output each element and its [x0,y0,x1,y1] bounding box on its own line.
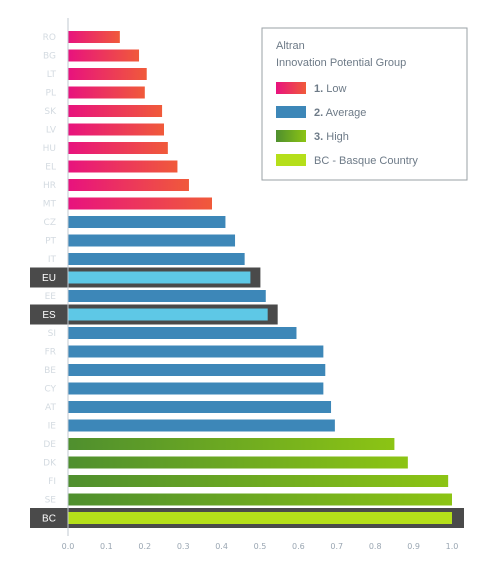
category-label-fi: FI [48,477,56,487]
x-tick-label: 1.0 [446,542,459,551]
x-axis-ticks: 0.0 0.1 0.2 0.3 0.4 0.5 0.6 0.7 0.8 0.9 1.0 [62,542,459,551]
x-tick-label: 0.6 [292,542,305,551]
category-label-hu: HU [43,144,56,154]
x-tick-label: 0.8 [369,542,382,551]
bar-se [68,493,452,506]
highlight-label-bc: BC [42,514,56,525]
x-tick-label: 0.1 [100,542,113,551]
category-label-sk: SK [44,107,57,117]
legend-text: BC - Basque Country [314,155,418,167]
legend-title-line2: Innovation Potential Group [276,57,406,69]
bar-de [68,438,395,450]
highlight-label-eu: EU [42,273,56,284]
category-label-cz: CZ [44,218,56,228]
category-label-de: DE [43,440,56,450]
legend-title-line1: Altran [276,40,305,52]
legend-label-average: 2. Average [314,107,366,119]
bar-hr [68,179,189,191]
bar-pt [68,234,236,247]
legend-number: 3. [314,131,323,143]
bar-fr [68,345,324,358]
category-label-si: SI [48,329,56,339]
category-label-ee: EE [45,292,57,302]
legend-text: Low [323,83,346,95]
bar-lv [68,123,164,136]
x-tick-label: 0.3 [177,542,190,551]
bar-lt [68,68,147,80]
x-tick-label: 0.4 [215,542,228,551]
category-label-pl: PL [46,89,56,99]
legend-swatch-low [276,82,306,94]
category-label-hr: HR [43,181,56,191]
legend-text: Average [323,107,366,119]
category-label-fr: FR [45,348,56,358]
bars-layer: RO BG LT PL SK LV HU EL HR MT CZ PT IT EU EE ES SI FR BE CY… [30,31,464,528]
x-tick-label: 0.5 [254,542,267,551]
bar-be [68,364,326,376]
legend-swatch-average [276,106,306,118]
bar-fi [68,475,449,487]
legend-swatch-high [276,130,306,142]
legend-number: 1. [314,83,323,95]
bar-es [68,308,268,321]
bar-cy [68,382,324,395]
x-tick-label: 0.9 [407,542,420,551]
bar-ro [68,31,120,43]
category-label-se: SE [45,496,57,506]
category-label-dk: DK [43,459,57,469]
x-tick-label: 0.0 [62,542,75,551]
category-label-cy: CY [44,385,56,395]
bar-bg [68,49,140,62]
legend-swatch-bc [276,154,306,166]
highlight-label-es: ES [42,310,56,321]
bar-mt [68,197,212,210]
category-label-lt: LT [47,70,57,80]
legend-label-bc: BC - Basque Country [314,155,418,167]
bar-el [68,160,178,173]
bar-bc [68,512,452,524]
bar-ee [68,290,266,302]
category-label-pt: PT [45,237,56,247]
bar-dk [68,456,408,469]
category-label-bg: BG [43,52,56,62]
bar-it [68,253,245,265]
category-label-be: BE [44,366,56,376]
bar-sk [68,105,163,117]
category-label-at: AT [45,403,56,413]
legend-label-high: 3. High [314,131,349,143]
bar-pl [68,86,145,99]
category-label-ie: IE [48,422,57,432]
legend-label-low: 1. Low [314,83,346,95]
category-label-ro: RO [43,33,56,43]
legend: Altran Innovation Potential Group 1. Low… [261,27,468,181]
bar-eu [68,271,251,284]
bar-si [68,327,297,339]
bar-hu [68,142,168,154]
bar-at [68,401,332,413]
category-label-el: EL [45,163,56,173]
category-label-it: IT [48,255,57,265]
x-tick-label: 0.2 [138,542,151,551]
x-tick-label: 0.7 [330,542,343,551]
bar-cz [68,216,226,228]
category-label-lv: LV [46,126,57,136]
legend-number: 2. [314,107,323,119]
category-label-mt: MT [43,200,57,210]
legend-text: High [323,131,349,143]
bar-ie [68,419,335,432]
